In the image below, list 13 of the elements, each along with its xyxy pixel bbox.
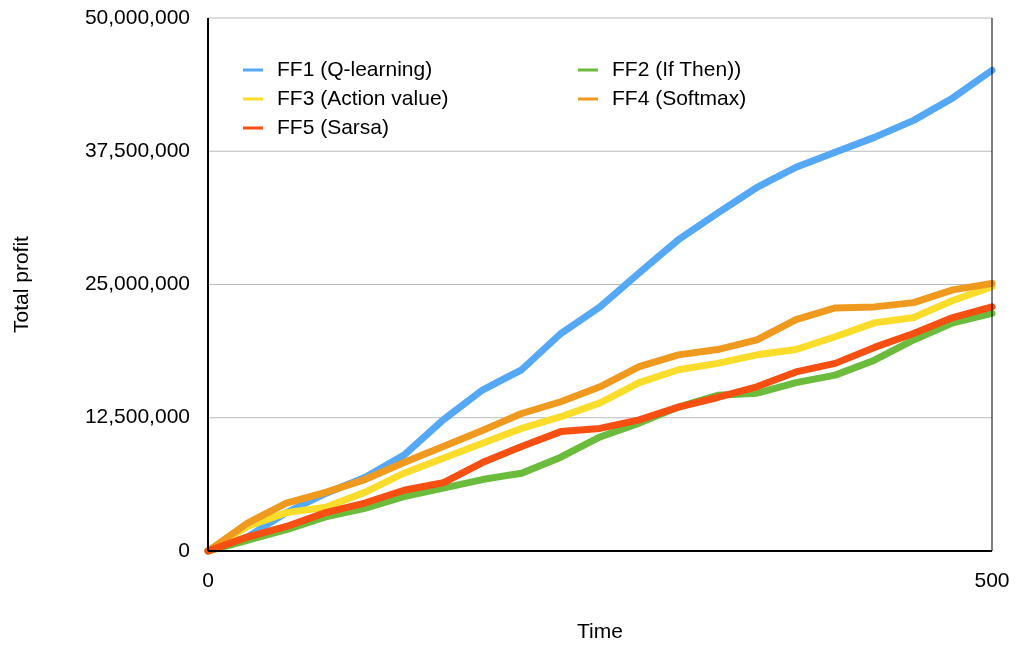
legend-label: FF2 (If Then)) xyxy=(612,56,742,80)
y-tick-label: 0 xyxy=(178,537,190,561)
y-tick-label: 50,000,000 xyxy=(84,4,190,28)
x-axis-title: Time xyxy=(577,619,623,642)
legend-label: FF3 (Action value) xyxy=(277,85,449,109)
y-tick-label: 37,500,000 xyxy=(84,137,190,161)
legend-label: FF5 (Sarsa) xyxy=(277,114,390,138)
x-tick-label: 500 xyxy=(974,568,1010,591)
legend-label: FF4 (Softmax) xyxy=(612,85,747,109)
y-axis-title: Total profit xyxy=(9,235,32,333)
legend-label: FF1 (Q-learning) xyxy=(277,56,433,80)
y-tick-label: 25,000,000 xyxy=(84,271,190,295)
y-tick-label: 12,500,000 xyxy=(84,404,190,428)
